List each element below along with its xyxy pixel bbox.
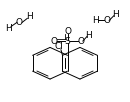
Text: Cl: Cl bbox=[55, 42, 64, 51]
Text: H: H bbox=[112, 10, 119, 19]
Text: O: O bbox=[65, 27, 72, 36]
Text: O: O bbox=[50, 37, 57, 46]
Text: O: O bbox=[78, 37, 85, 46]
Text: H: H bbox=[93, 16, 99, 25]
Text: O: O bbox=[16, 18, 23, 27]
Text: H: H bbox=[26, 12, 33, 21]
Text: S: S bbox=[65, 37, 70, 46]
Text: H: H bbox=[5, 24, 12, 33]
Text: H: H bbox=[85, 31, 92, 40]
Text: O: O bbox=[103, 16, 110, 25]
